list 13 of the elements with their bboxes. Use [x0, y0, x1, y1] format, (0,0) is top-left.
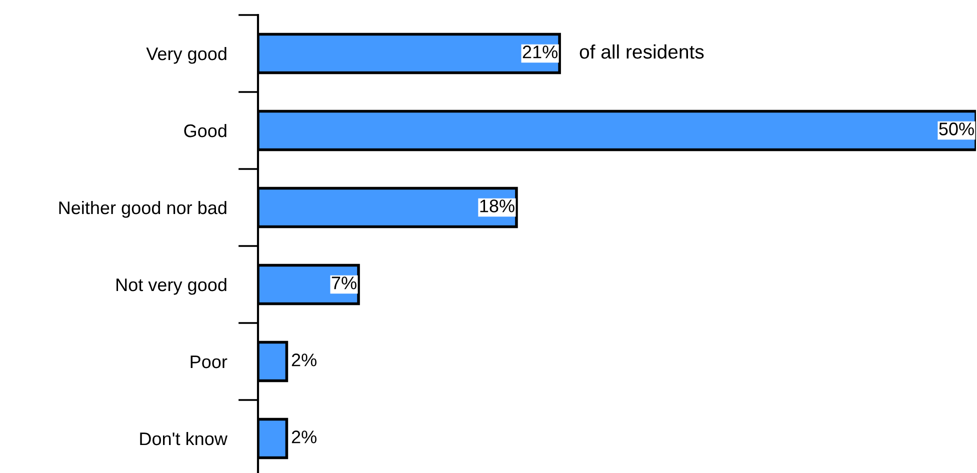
data-label: 21% [522, 46, 558, 58]
y-tick-label: Very good [146, 46, 226, 64]
data-label: 2% [292, 430, 316, 444]
y-tick-label: Don't know [140, 432, 228, 446]
y-tick-label: Neither good nor bad [59, 200, 226, 218]
annotation: of all residents [580, 44, 704, 59]
y-tick-label: Not very good [116, 278, 226, 295]
y-tick-label: Good [184, 124, 226, 138]
data-label: 18% [480, 200, 514, 212]
y-tick-label: Poor [190, 356, 228, 368]
data-label: 7% [332, 276, 356, 290]
data-label: 50% [939, 122, 974, 136]
data-label: 2% [292, 354, 316, 366]
